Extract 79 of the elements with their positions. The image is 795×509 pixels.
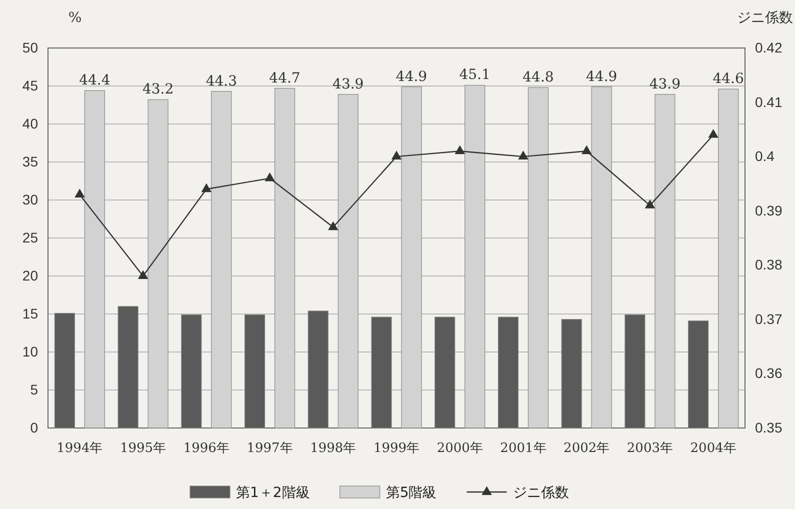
data-label: 44.4 bbox=[79, 72, 110, 89]
bar bbox=[118, 306, 138, 428]
x-tick-label: 2004年 bbox=[690, 440, 736, 456]
bar bbox=[274, 88, 296, 428]
bar bbox=[211, 91, 232, 428]
x-tick-label: 2002年 bbox=[564, 440, 610, 456]
y-tick-label: 35 bbox=[22, 153, 38, 170]
data-label: 44.7 bbox=[269, 70, 300, 86]
y-tick-label: 40 bbox=[22, 115, 38, 132]
bar bbox=[498, 316, 519, 428]
y-tick-label: 10 bbox=[22, 343, 38, 360]
point bbox=[391, 150, 402, 160]
y2-tick-label: 0.41 bbox=[755, 94, 782, 110]
data-label: 43.9 bbox=[332, 76, 364, 92]
point bbox=[454, 145, 465, 154]
point bbox=[264, 172, 275, 182]
x-tick-label: 2001年 bbox=[500, 440, 546, 456]
data-label: 43.2 bbox=[142, 82, 174, 98]
bar bbox=[338, 94, 358, 428]
bar bbox=[688, 320, 709, 428]
bar bbox=[148, 99, 168, 428]
y-tick-label: 0 bbox=[30, 419, 38, 436]
y-tick-label: 15 bbox=[22, 305, 38, 322]
y2-tick-label: 0.38 bbox=[755, 256, 782, 273]
point bbox=[74, 188, 85, 198]
point bbox=[138, 270, 148, 279]
data-label: 44.6 bbox=[712, 71, 744, 88]
data-label: 44.9 bbox=[396, 68, 428, 85]
y2-tick-label: 0.35 bbox=[755, 419, 782, 436]
x-tick-label: 1999年 bbox=[373, 440, 420, 456]
point bbox=[708, 128, 718, 138]
y2-axis-title: ジニ係数 bbox=[737, 10, 793, 26]
y2-tick-label: 0.36 bbox=[755, 365, 782, 382]
data-label: 44.9 bbox=[586, 68, 618, 85]
x-tick-label: 1998年 bbox=[310, 440, 356, 456]
y2-tick-label: 0.37 bbox=[755, 310, 782, 327]
bar bbox=[434, 316, 456, 428]
data-label: 44.3 bbox=[206, 73, 237, 90]
point bbox=[328, 221, 338, 230]
bar bbox=[244, 314, 266, 428]
legend-label: ジニ係数 bbox=[512, 485, 569, 501]
x-tick-label: 2003年 bbox=[626, 440, 673, 456]
bar bbox=[624, 314, 646, 428]
y-tick-label: 5 bbox=[30, 381, 38, 398]
x-tick-label: 1997年 bbox=[246, 440, 293, 456]
bar bbox=[181, 314, 202, 428]
bar bbox=[54, 312, 75, 428]
legend-label: 第5階級 bbox=[386, 485, 437, 501]
bar bbox=[528, 87, 549, 428]
bar bbox=[654, 94, 676, 428]
bar bbox=[718, 88, 739, 428]
data-label: 43.9 bbox=[649, 76, 681, 92]
x-tick-label: 2000年 bbox=[436, 440, 483, 456]
point bbox=[518, 150, 528, 160]
bar bbox=[591, 86, 612, 428]
y-tick-label: 25 bbox=[22, 229, 38, 246]
bar bbox=[371, 316, 392, 428]
x-tick-label: 1995年 bbox=[120, 440, 166, 456]
bar bbox=[401, 86, 422, 428]
y-axis-title: % bbox=[68, 10, 82, 26]
legend-label: 第1＋2階級 bbox=[236, 485, 310, 501]
point bbox=[201, 183, 212, 192]
bar bbox=[561, 319, 582, 428]
y-tick-label: 50 bbox=[22, 39, 38, 56]
bar bbox=[84, 90, 105, 428]
y-tick-label: 30 bbox=[22, 191, 38, 208]
y2-tick-label: 0.39 bbox=[755, 202, 782, 218]
data-label: 45.1 bbox=[459, 67, 490, 84]
data-label: 44.8 bbox=[522, 70, 554, 86]
x-tick-label: 1996年 bbox=[183, 440, 230, 456]
point bbox=[644, 200, 656, 208]
x-tick-label: 1994年 bbox=[56, 440, 103, 456]
y2-tick-label: 0.4 bbox=[755, 148, 775, 164]
bar bbox=[464, 84, 486, 428]
point bbox=[581, 145, 592, 154]
y-tick-label: 45 bbox=[22, 77, 38, 94]
bar bbox=[308, 310, 328, 428]
y-tick-label: 20 bbox=[22, 267, 38, 284]
y2-tick-label: 0.42 bbox=[755, 39, 782, 56]
